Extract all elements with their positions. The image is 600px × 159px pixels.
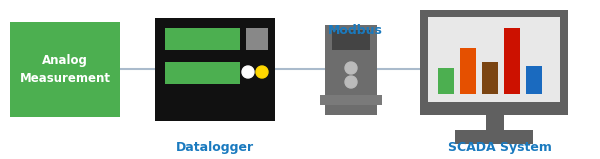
Text: Datalogger: Datalogger bbox=[176, 142, 254, 155]
Bar bbox=[438, 68, 454, 94]
Text: Analog
Measurement: Analog Measurement bbox=[19, 54, 110, 85]
Circle shape bbox=[242, 66, 254, 78]
Bar bbox=[320, 95, 382, 105]
Bar bbox=[526, 66, 542, 94]
Bar bbox=[246, 28, 268, 50]
Bar bbox=[165, 62, 240, 84]
Bar bbox=[504, 28, 520, 94]
Circle shape bbox=[345, 62, 357, 74]
Bar bbox=[420, 10, 568, 115]
Text: Modbus: Modbus bbox=[328, 24, 382, 37]
Bar bbox=[10, 22, 120, 117]
Bar bbox=[482, 62, 498, 94]
Bar bbox=[155, 18, 275, 121]
Bar bbox=[455, 130, 533, 144]
Bar bbox=[325, 25, 377, 115]
Circle shape bbox=[256, 66, 268, 78]
Bar bbox=[428, 17, 560, 102]
Circle shape bbox=[345, 76, 357, 88]
Bar bbox=[460, 48, 476, 94]
Bar bbox=[486, 115, 504, 133]
Bar bbox=[165, 28, 240, 50]
Bar bbox=[332, 30, 370, 50]
Text: SCADA System: SCADA System bbox=[448, 142, 552, 155]
